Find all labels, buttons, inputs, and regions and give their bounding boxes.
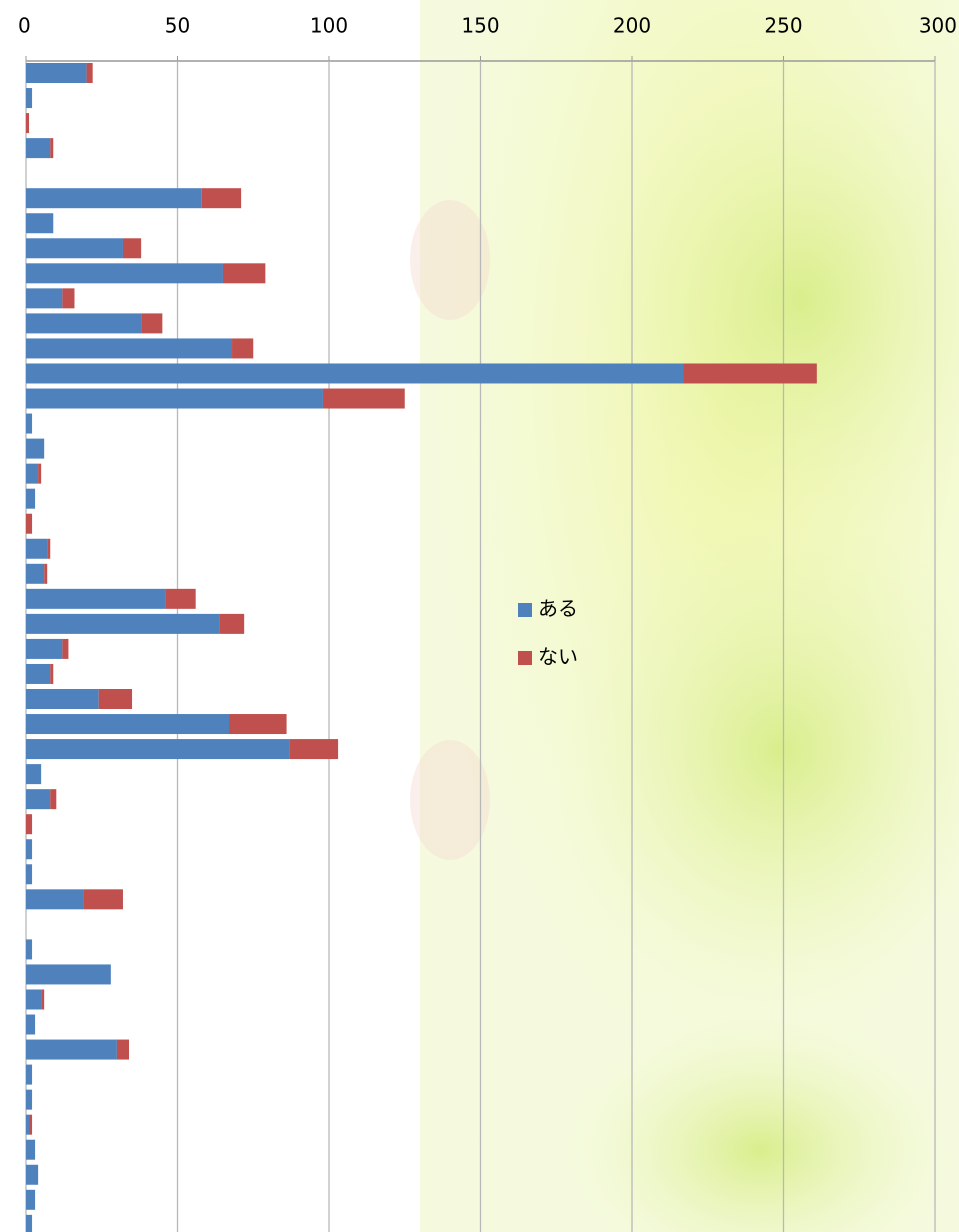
bar-segment [26, 1165, 38, 1185]
bar-segment [99, 689, 132, 709]
bar-segment [26, 1040, 117, 1060]
bar-segment [26, 764, 41, 784]
legend-swatch [518, 603, 532, 617]
bar-segment [117, 1040, 129, 1060]
bar-segment [26, 439, 44, 459]
bar-segment [26, 363, 684, 383]
bar-segment [26, 714, 229, 734]
bar-segment [26, 564, 44, 584]
x-tick-label: 200 [613, 14, 651, 38]
bar-segment [41, 989, 44, 1009]
bar-segment [26, 414, 32, 434]
bar-segment [26, 1140, 35, 1160]
bar-segment [26, 188, 202, 208]
bar-segment [26, 1190, 35, 1210]
bar-segment [26, 88, 32, 108]
bar-segment [26, 664, 50, 684]
bar-segment [26, 238, 123, 258]
bar-segment [123, 238, 141, 258]
bar-segment [26, 138, 50, 158]
bar-segment [62, 639, 68, 659]
bar-segment [323, 389, 405, 409]
bar-segment [26, 614, 220, 634]
bar-segment [26, 113, 29, 133]
bar-segment [87, 63, 93, 83]
bar-segment [26, 639, 62, 659]
bar-segment [26, 589, 165, 609]
bar-segment [229, 714, 287, 734]
bar-segment [47, 539, 50, 559]
bar-segment [202, 188, 241, 208]
bar-segment [26, 539, 47, 559]
bar-segment [26, 939, 32, 959]
bar-segment [26, 989, 41, 1009]
bar-segment [26, 839, 32, 859]
bar-segment [290, 739, 338, 759]
bar-segment [84, 889, 123, 909]
bar-segment [26, 789, 50, 809]
bar-segment [26, 739, 290, 759]
bar-segment [29, 1115, 32, 1135]
x-tick-label: 50 [165, 14, 190, 38]
page: {"chart_data":{"type":"bar","orientation… [0, 0, 959, 1232]
bar-segment [44, 564, 47, 584]
background [410, 0, 959, 1232]
bar-segment [62, 288, 74, 308]
x-tick-label: 0 [18, 14, 31, 38]
bar-segment [26, 864, 32, 884]
bar-segment [165, 589, 195, 609]
bar-segment [50, 789, 56, 809]
bar-segment [38, 464, 41, 484]
chart: 0 50 100 150 200 250 300 あるない [0, 0, 959, 1232]
bar-segment [26, 263, 223, 283]
bar-segment [684, 363, 817, 383]
legend-label: ない [538, 645, 578, 669]
bar-segment [26, 313, 141, 333]
bar-segment [26, 489, 35, 509]
bar-segment [26, 964, 111, 984]
bar-segment [26, 1090, 32, 1110]
bar-segment [26, 213, 53, 233]
bar-segment [50, 138, 53, 158]
bar-segment [26, 63, 87, 83]
bar-segment [26, 288, 62, 308]
x-tick-label: 150 [461, 14, 499, 38]
bar-segment [26, 1115, 29, 1135]
bar-segment [232, 338, 253, 358]
bar-segment [26, 1065, 32, 1085]
bar-segment [26, 464, 38, 484]
legend-label: ある [538, 597, 578, 621]
x-tick-label: 100 [310, 14, 348, 38]
x-tick-label: 250 [764, 14, 802, 38]
bar-segment [223, 263, 265, 283]
bar-segment [50, 664, 53, 684]
bar-segment [26, 389, 323, 409]
bar-segment [220, 614, 244, 634]
bar-segment [26, 889, 84, 909]
bar-segment [26, 689, 99, 709]
bar-segment [141, 313, 162, 333]
bar-segment [26, 1215, 32, 1232]
bar-segment [26, 338, 232, 358]
bar-segment [26, 1015, 35, 1035]
bar-segment [26, 814, 32, 834]
x-tick-label: 300 [919, 14, 957, 38]
bar-segment [26, 514, 32, 534]
legend-swatch [518, 651, 532, 665]
